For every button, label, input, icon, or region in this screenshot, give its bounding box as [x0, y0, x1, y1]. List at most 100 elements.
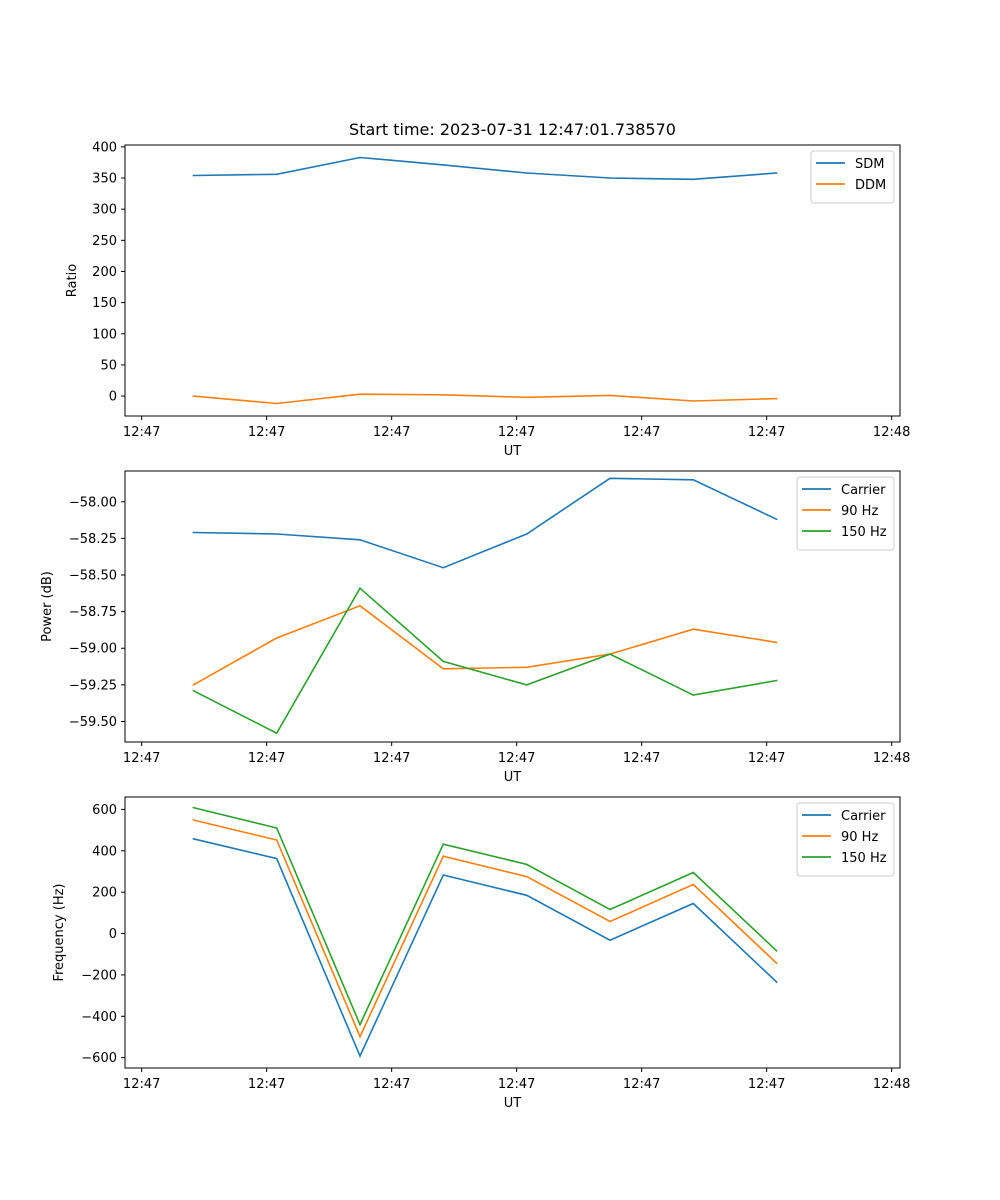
x-tick-label: 12:47: [748, 425, 785, 440]
data-point-90-hz: [442, 855, 445, 857]
data-point-90-hz: [609, 920, 611, 923]
x-tick-label: 12:47: [373, 425, 410, 440]
y-tick-label: −59.50: [69, 715, 117, 730]
y-tick-label: 600: [92, 803, 117, 818]
chart-title: Start time: 2023-07-31 12:47:01.738570: [349, 120, 676, 139]
y-axis-label: Power (dB): [40, 571, 55, 642]
data-point-150-hz: [359, 587, 361, 589]
data-point-150-hz: [442, 843, 445, 845]
x-tick-label: 12:47: [248, 751, 285, 766]
y-tick-label: −58.50: [69, 569, 117, 584]
series-line-150-hz: [193, 806, 778, 1027]
legend-frame: [810, 150, 895, 204]
data-point-carrier: [275, 533, 278, 535]
data-point-sdm: [692, 178, 695, 181]
subplots: 12:47 12:47 12:47 12:47 12:47 12:47 12:48 0 50 10…: [40, 140, 910, 1111]
plot-area-frame: [124, 470, 901, 743]
x-tick-label: 12:47: [748, 751, 785, 766]
legend: SDM DDM: [810, 150, 895, 204]
series-line-ddm: [193, 393, 777, 405]
y-tick-label: 300: [92, 203, 117, 218]
x-tick-label: 12:48: [873, 1077, 910, 1092]
y-tick-label: −600: [81, 1051, 117, 1066]
x-tick-label: 12:48: [873, 425, 910, 440]
legend-label: Carrier: [841, 809, 886, 824]
legend-label: 90 Hz: [841, 504, 878, 519]
x-tick-label: 12:47: [498, 751, 535, 766]
data-point-150-hz: [609, 908, 611, 911]
x-tick-label: 12:47: [248, 425, 285, 440]
y-tick-label: −58.25: [69, 532, 117, 547]
series-line-90-hz: [193, 819, 778, 1039]
data-point-carrier: [692, 902, 695, 905]
data-point-carrier: [192, 837, 195, 840]
data-point-carrier: [275, 857, 278, 860]
data-point-150-hz: [692, 694, 695, 696]
x-tick-label: 12:47: [748, 1077, 785, 1092]
data-point-carrier: [442, 566, 445, 569]
series-line-carrier: [193, 838, 778, 1058]
x-axis-label: UT: [504, 770, 522, 785]
series-line-sdm: [193, 156, 777, 181]
data-point-carrier: [359, 1055, 361, 1057]
legend-label: Carrier: [841, 483, 886, 498]
data-point-carrier: [359, 539, 361, 541]
x-tick-label: 12:47: [498, 1077, 535, 1092]
data-point-150-hz: [192, 806, 195, 809]
data-point-90-hz: [359, 604, 361, 607]
subplot-2: 12:47 12:47 12:47 12:47 12:47 12:47 12:48 −59.5…: [40, 470, 910, 785]
plot-area-frame: [124, 796, 901, 1069]
data-point-carrier: [775, 981, 778, 983]
data-point-sdm: [609, 177, 611, 179]
data-point-carrier: [609, 477, 611, 480]
data-point-sdm: [442, 164, 445, 166]
data-point-150-hz: [192, 689, 195, 692]
data-point-90-hz: [525, 875, 528, 878]
y-tick-label: 100: [92, 327, 117, 342]
data-point-150-hz: [692, 871, 695, 874]
x-tick-label: 12:47: [623, 751, 660, 766]
legend-label: DDM: [855, 178, 886, 193]
data-point-150-hz: [275, 827, 278, 829]
x-axis-label: UT: [504, 1096, 522, 1111]
x-tick-label: 12:47: [623, 1077, 660, 1092]
legend-label: 90 Hz: [841, 830, 878, 845]
y-tick-label: 150: [92, 296, 117, 311]
data-point-sdm: [525, 172, 528, 174]
data-point-ddm: [775, 397, 778, 400]
y-tick-label: 250: [92, 234, 117, 249]
y-tick-label: 350: [92, 172, 117, 187]
y-tick-label: 400: [92, 140, 117, 155]
legend: Carrier 90 Hz 150 Hz: [796, 802, 895, 877]
data-point-sdm: [359, 156, 361, 159]
x-tick-label: 12:47: [373, 1077, 410, 1092]
data-point-150-hz: [359, 1023, 361, 1026]
data-point-carrier: [192, 531, 195, 534]
x-tick-label: 12:47: [123, 1077, 160, 1092]
data-point-ddm: [275, 402, 278, 405]
data-point-90-hz: [192, 819, 195, 821]
data-point-carrier: [775, 518, 778, 521]
data-point-carrier: [692, 478, 695, 481]
data-point-ddm: [359, 393, 361, 395]
y-tick-label: 200: [92, 886, 117, 901]
plot-area-frame: [124, 144, 901, 417]
data-point-carrier: [442, 874, 445, 876]
data-point-90-hz: [359, 1035, 361, 1038]
series-line-150-hz: [192, 586, 777, 735]
x-tick-label: 12:47: [123, 751, 160, 766]
data-point-90-hz: [775, 641, 778, 644]
subplot-1: 12:47 12:47 12:47 12:47 12:47 12:47 12:48 0 50 10…: [65, 140, 910, 459]
data-point-carrier: [525, 533, 528, 535]
data-point-ddm: [192, 395, 195, 397]
y-tick-label: −58.75: [69, 605, 117, 620]
data-point-90-hz: [275, 637, 278, 639]
data-point-ddm: [442, 394, 445, 396]
legend-label: 150 Hz: [841, 851, 887, 866]
data-point-90-hz: [192, 684, 195, 686]
series-line-90-hz: [192, 604, 777, 686]
y-axis-label: Frequency (Hz): [52, 883, 67, 981]
data-point-ddm: [692, 400, 695, 402]
y-tick-label: −59.00: [69, 642, 117, 657]
